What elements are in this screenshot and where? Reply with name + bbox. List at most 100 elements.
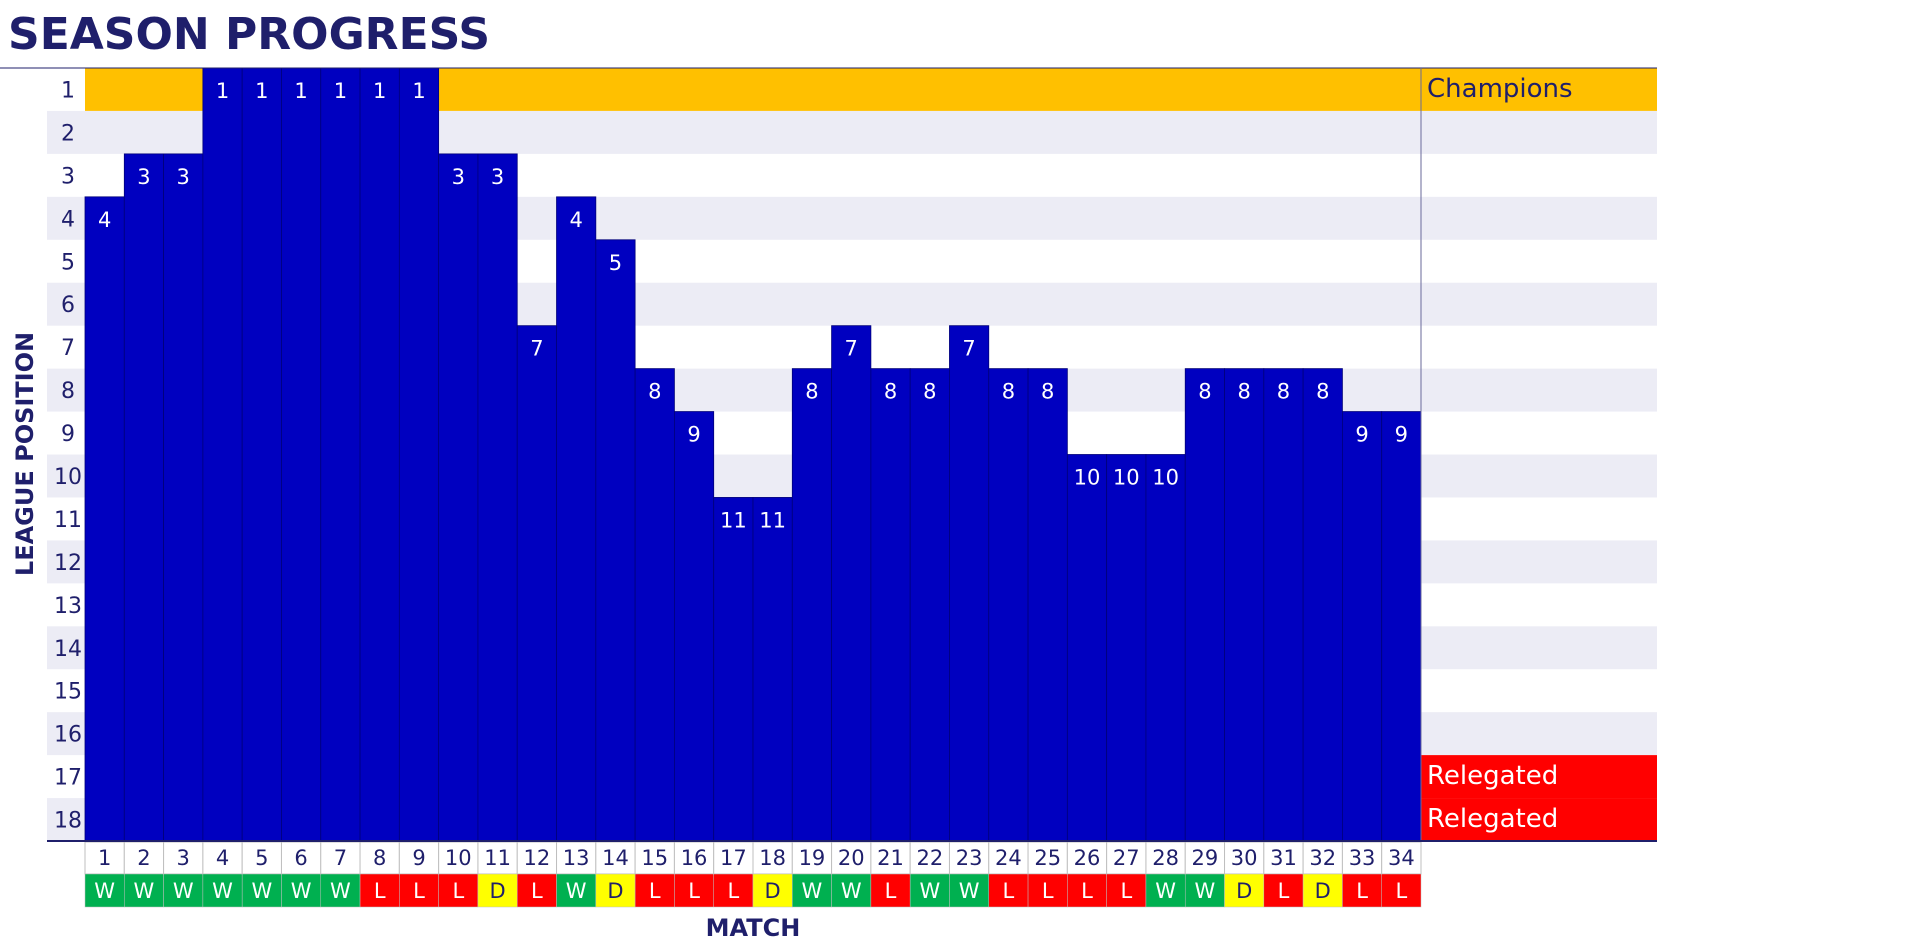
- y-tick-label: 10: [54, 465, 82, 490]
- x-tick-label: 13: [563, 846, 590, 870]
- value-label: 10: [1074, 466, 1101, 490]
- bar: [949, 325, 990, 842]
- result-cell: [1224, 873, 1265, 908]
- result-cell: [163, 873, 204, 908]
- y-tick-label: 16: [54, 723, 82, 748]
- result-cell: [1381, 873, 1422, 908]
- result-cell: [1027, 873, 1068, 908]
- bar: [398, 67, 440, 842]
- result-cell: [949, 873, 990, 908]
- match-cell: [948, 841, 990, 875]
- bar: [516, 325, 557, 842]
- result-label: L: [1042, 879, 1054, 903]
- result-label: L: [531, 879, 543, 903]
- value-label: 8: [1237, 380, 1250, 404]
- bar: [831, 325, 872, 842]
- bar: [595, 239, 636, 842]
- x-tick-label: 3: [177, 846, 190, 870]
- result-cell: [399, 873, 439, 908]
- x-tick-label: 33: [1349, 846, 1376, 870]
- result-cell: [792, 873, 832, 908]
- y-tick-label: 12: [54, 551, 82, 576]
- result-cell: [1067, 873, 1107, 908]
- bar: [634, 368, 675, 842]
- y-tick-label: 1: [61, 78, 75, 103]
- result-cell: [516, 873, 557, 908]
- x-tick-label: 4: [216, 846, 229, 870]
- x-tick-label: 27: [1113, 846, 1140, 870]
- y-tick-label: 4: [61, 207, 75, 232]
- value-label: 4: [98, 208, 111, 232]
- zone-label: Relegated: [1427, 761, 1558, 791]
- x-tick-label: 11: [484, 846, 511, 870]
- bar: [163, 153, 204, 842]
- result-label: L: [374, 879, 386, 903]
- result-cell: [84, 873, 125, 908]
- y-axis-label: LEAGUE POSITION: [11, 332, 39, 576]
- x-tick-label: 6: [294, 846, 307, 870]
- y-tick-label: 13: [54, 594, 82, 619]
- result-label: L: [452, 879, 464, 903]
- value-label: 4: [569, 208, 582, 232]
- result-label: W: [1194, 879, 1215, 903]
- result-cell: [438, 873, 479, 908]
- result-label: W: [1155, 879, 1176, 903]
- y-tick-label: 15: [54, 680, 82, 705]
- value-label: 3: [491, 165, 504, 189]
- result-label: L: [1120, 879, 1132, 903]
- result-cell: [477, 873, 518, 908]
- x-tick-label: 32: [1309, 846, 1336, 870]
- result-cell: [202, 873, 243, 908]
- x-tick-label: 10: [445, 846, 472, 870]
- x-tick-label: 30: [1231, 846, 1258, 870]
- result-label: L: [688, 879, 700, 903]
- result-cell: [831, 873, 872, 908]
- x-tick-label: 9: [412, 846, 425, 870]
- result-cell: [674, 873, 714, 908]
- result-label: W: [566, 879, 587, 903]
- match-cell: [1341, 841, 1383, 875]
- bar: [1184, 368, 1225, 842]
- match-cell: [1381, 841, 1422, 875]
- value-label: 11: [759, 508, 786, 532]
- result-label: W: [173, 879, 194, 903]
- value-label: 1: [412, 79, 425, 103]
- value-label: 11: [720, 508, 747, 532]
- x-tick-label: 7: [334, 846, 347, 870]
- bar: [1106, 454, 1147, 842]
- bar: [281, 67, 322, 842]
- result-cell: [1145, 873, 1186, 908]
- bar: [359, 67, 400, 842]
- y-tick-label: 17: [54, 766, 82, 791]
- match-cell: [713, 841, 754, 875]
- value-label: 10: [1152, 466, 1179, 490]
- y-tick-label: 3: [61, 164, 75, 189]
- bar: [870, 368, 911, 842]
- result-label: D: [607, 879, 623, 903]
- bar: [909, 368, 950, 842]
- value-label: 9: [1355, 423, 1368, 447]
- result-cell: [752, 873, 793, 908]
- value-label: 8: [1041, 380, 1054, 404]
- bar: [1342, 411, 1383, 842]
- value-label: 7: [962, 337, 975, 361]
- result-label: D: [1315, 879, 1331, 903]
- x-tick-label: 34: [1388, 846, 1415, 870]
- match-cell: [516, 841, 558, 875]
- result-cell: [988, 873, 1029, 908]
- value-label: 8: [1002, 380, 1015, 404]
- value-label: 1: [255, 79, 268, 103]
- x-tick-label: 14: [602, 846, 629, 870]
- value-label: 7: [530, 337, 543, 361]
- x-tick-label: 17: [720, 846, 747, 870]
- x-tick-label: 28: [1152, 846, 1179, 870]
- value-label: 9: [1395, 423, 1408, 447]
- match-cell: [1224, 841, 1265, 875]
- x-tick-label: 2: [137, 846, 150, 870]
- match-cell: [909, 841, 950, 875]
- result-label: W: [251, 879, 272, 903]
- result-label: D: [1236, 879, 1252, 903]
- x-tick-label: 5: [255, 846, 268, 870]
- x-tick-label: 29: [1192, 846, 1219, 870]
- x-tick-label: 23: [956, 846, 983, 870]
